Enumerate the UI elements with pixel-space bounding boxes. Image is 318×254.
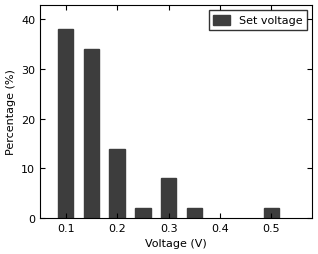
Bar <box>161 179 176 218</box>
X-axis label: Voltage (V): Voltage (V) <box>145 239 207 248</box>
Bar <box>187 208 202 218</box>
Y-axis label: Percentage (%): Percentage (%) <box>5 69 16 155</box>
Bar <box>84 50 99 218</box>
Legend: Set voltage: Set voltage <box>209 11 307 31</box>
Bar <box>135 208 151 218</box>
Bar <box>109 149 125 218</box>
Bar <box>58 30 73 218</box>
Bar <box>264 208 279 218</box>
